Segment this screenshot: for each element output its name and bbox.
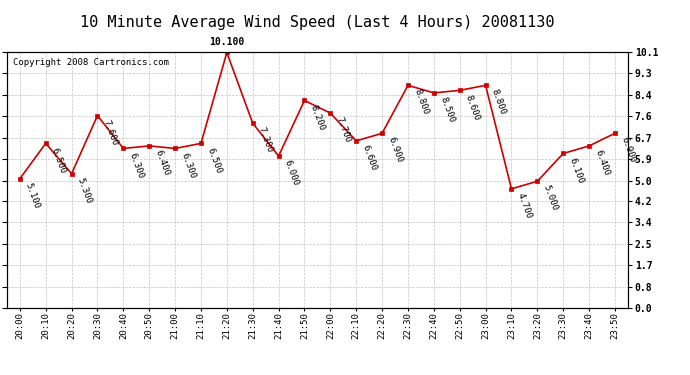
Text: Copyright 2008 Cartronics.com: Copyright 2008 Cartronics.com bbox=[13, 58, 169, 67]
Text: 6.300: 6.300 bbox=[179, 151, 197, 180]
Text: 6.400: 6.400 bbox=[593, 149, 611, 177]
Text: 6.000: 6.000 bbox=[283, 159, 300, 187]
Text: 6.900: 6.900 bbox=[619, 136, 637, 164]
Text: 6.100: 6.100 bbox=[567, 156, 585, 184]
Text: 6.900: 6.900 bbox=[386, 136, 404, 164]
Text: 6.600: 6.600 bbox=[360, 144, 378, 172]
Text: 6.500: 6.500 bbox=[205, 146, 223, 174]
Text: 8.800: 8.800 bbox=[412, 88, 430, 116]
Text: 10.100: 10.100 bbox=[209, 37, 244, 47]
Text: 4.700: 4.700 bbox=[515, 192, 533, 220]
Text: 5.100: 5.100 bbox=[24, 182, 41, 210]
Text: 8.500: 8.500 bbox=[438, 96, 455, 124]
Text: 8.600: 8.600 bbox=[464, 93, 482, 122]
Text: 7.300: 7.300 bbox=[257, 126, 275, 154]
Text: 6.500: 6.500 bbox=[50, 146, 68, 174]
Text: 5.300: 5.300 bbox=[76, 177, 93, 205]
Text: 7.700: 7.700 bbox=[335, 116, 352, 144]
Text: 8.200: 8.200 bbox=[308, 103, 326, 132]
Text: 7.600: 7.600 bbox=[101, 118, 119, 147]
Text: 6.400: 6.400 bbox=[153, 149, 171, 177]
Text: 10 Minute Average Wind Speed (Last 4 Hours) 20081130: 10 Minute Average Wind Speed (Last 4 Hou… bbox=[80, 15, 555, 30]
Text: 5.000: 5.000 bbox=[542, 184, 559, 212]
Text: 8.800: 8.800 bbox=[490, 88, 507, 116]
Text: 6.300: 6.300 bbox=[128, 151, 145, 180]
